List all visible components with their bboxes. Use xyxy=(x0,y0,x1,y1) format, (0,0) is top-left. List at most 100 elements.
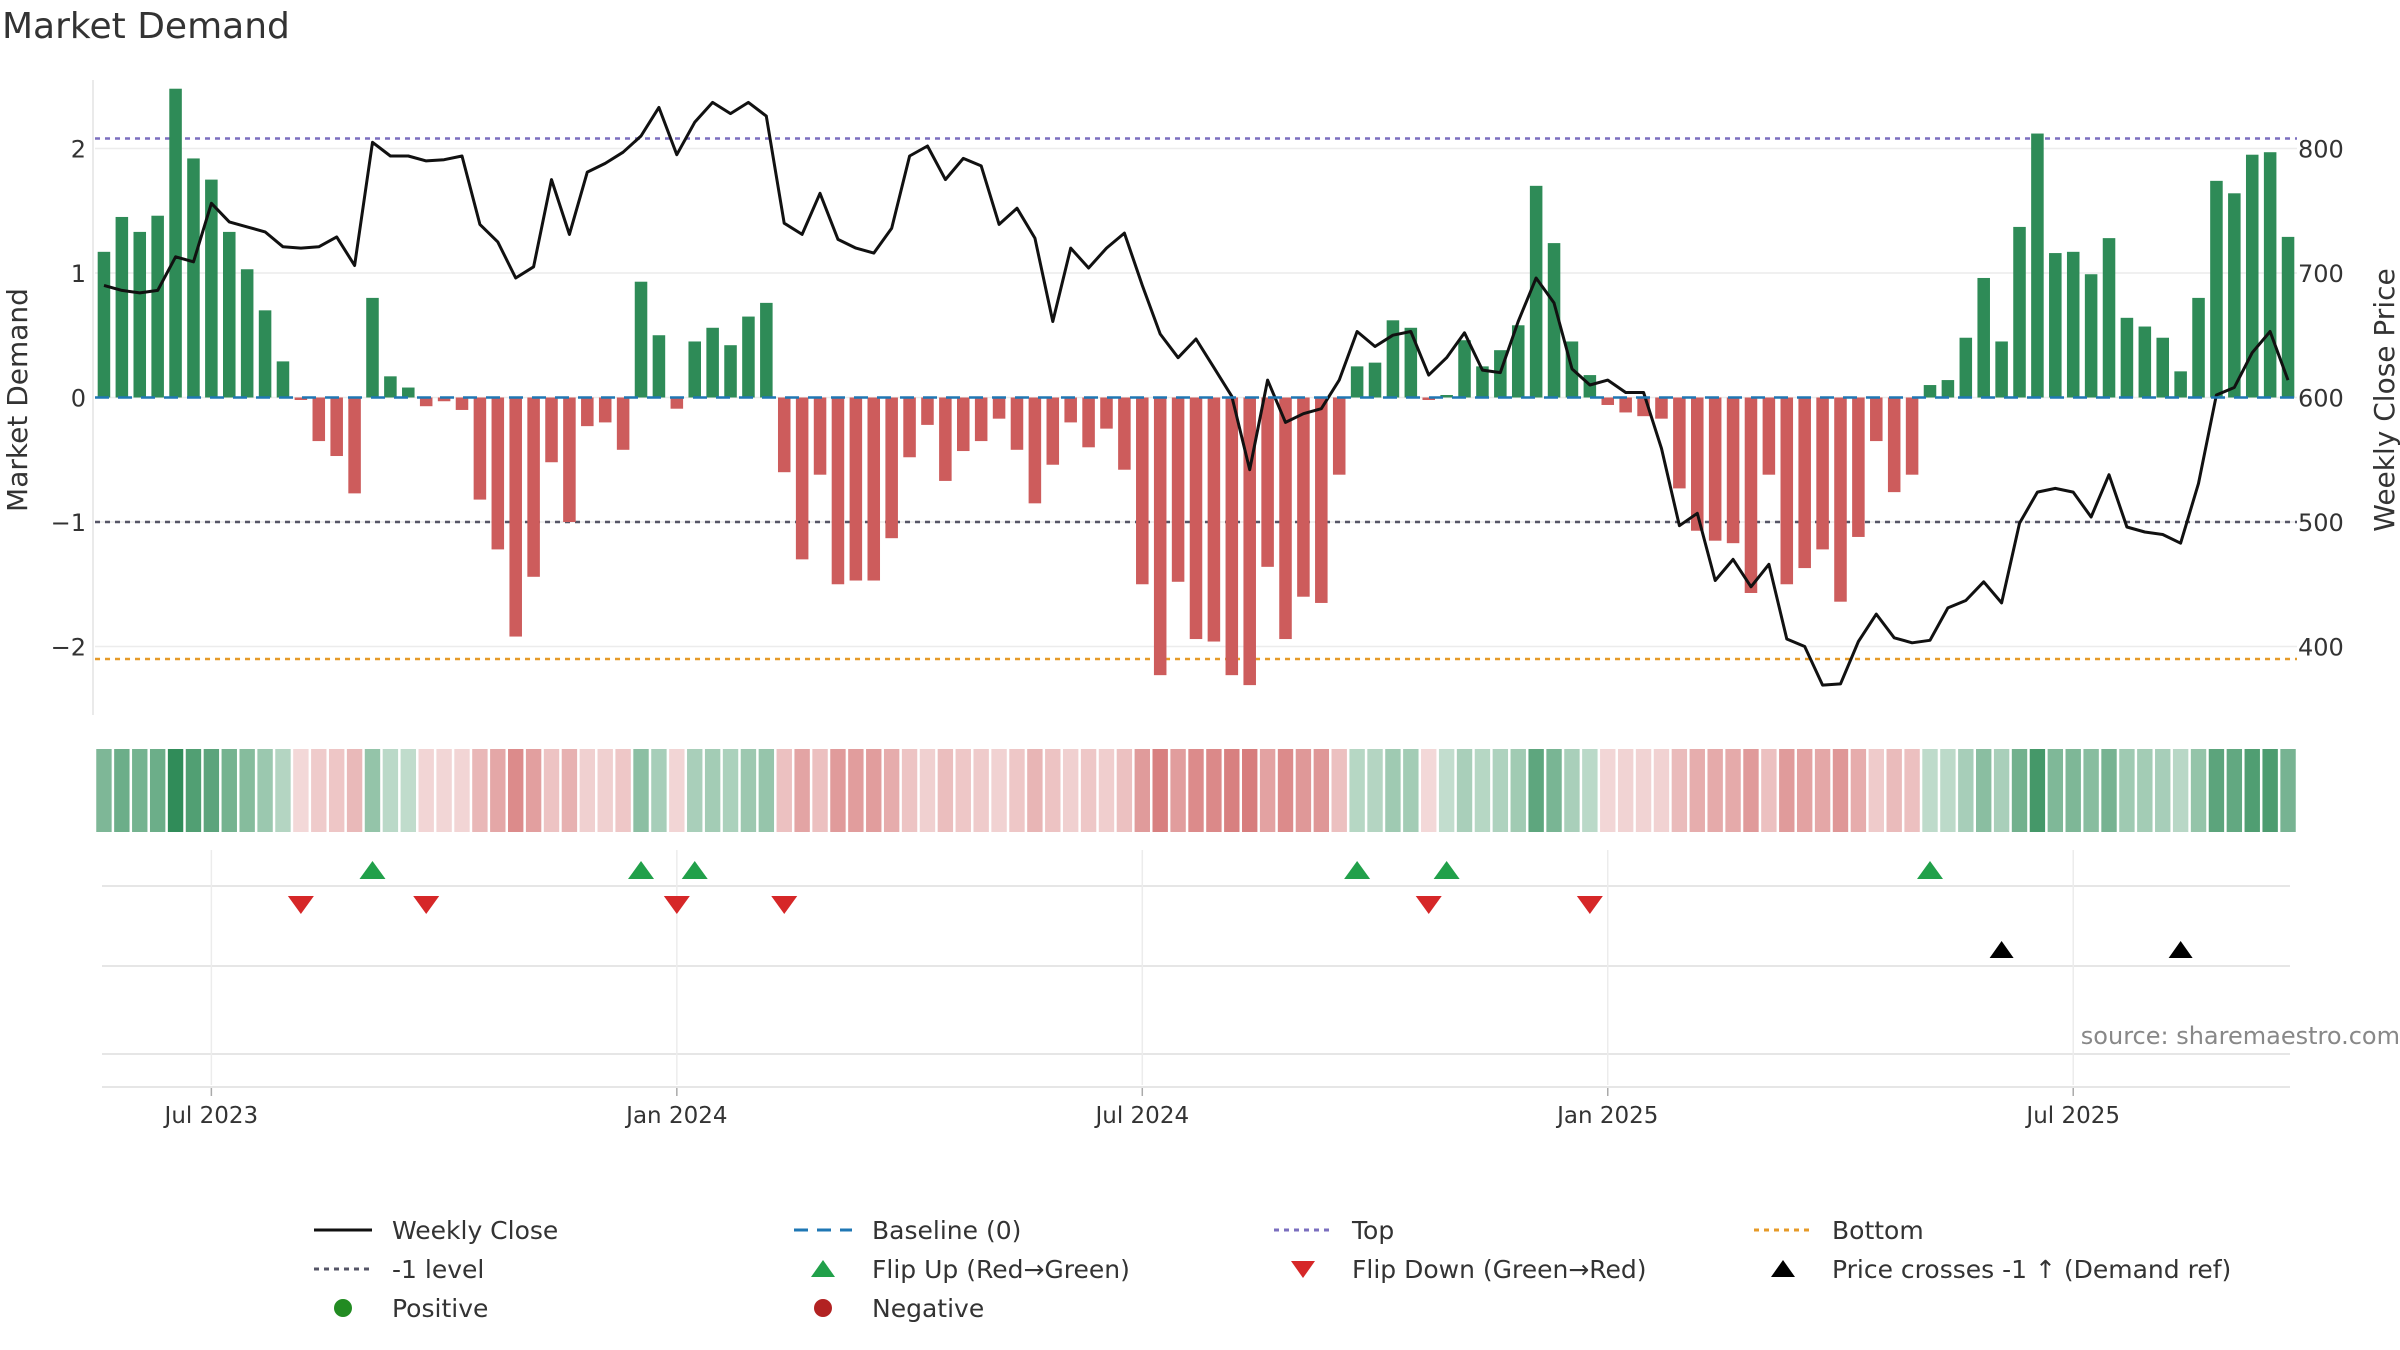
flip-down-marker xyxy=(771,896,798,914)
heat-cell xyxy=(633,749,649,832)
heat-cell xyxy=(722,749,739,832)
heat-cell xyxy=(2083,749,2099,832)
heat-cell xyxy=(1832,749,1849,832)
heat-cell xyxy=(561,749,578,832)
legend-label: Flip Down (Green→Red) xyxy=(1352,1254,1647,1284)
heat-cell xyxy=(436,749,452,832)
heat-cell xyxy=(597,749,613,832)
heat-cell xyxy=(2029,749,2046,832)
demand-bar xyxy=(1118,397,1131,470)
flip-down-marker xyxy=(663,896,690,914)
demand-bar xyxy=(1386,320,1400,398)
heat-cell xyxy=(1349,749,1365,832)
x-tick-label: Jul 2023 xyxy=(163,1103,259,1129)
heat-cell xyxy=(2190,749,2207,832)
dashed-line-icon xyxy=(794,1228,852,1232)
demand-bar xyxy=(1529,185,1543,398)
demand-bar xyxy=(402,387,415,398)
demand-bar xyxy=(616,397,630,450)
heat-cell xyxy=(508,749,524,832)
heat-cell xyxy=(1761,749,1777,832)
demand-bar xyxy=(1619,397,1632,413)
triangle-up-icon xyxy=(811,1260,835,1277)
demand-bar xyxy=(867,397,881,581)
legend-label: Bottom xyxy=(1832,1215,1924,1245)
legend-item-weekly-close: Weekly Close xyxy=(312,1212,558,1248)
demand-bar xyxy=(1977,277,1990,398)
heat-cell xyxy=(328,749,345,832)
demand-bar xyxy=(169,88,182,398)
heat-cell xyxy=(1689,749,1705,832)
legend: Weekly Close Baseline (0) Top Bottom -1 … xyxy=(300,1212,2300,1332)
demand-bar xyxy=(1100,397,1113,429)
right-tick-label: 500 xyxy=(2298,509,2344,537)
heat-cell xyxy=(1779,749,1795,832)
demand-bar xyxy=(1744,397,1758,593)
demand-bar xyxy=(2228,193,2241,398)
demand-bar xyxy=(1046,397,1060,465)
demand-bar xyxy=(2013,226,2026,398)
demand-bar xyxy=(1171,397,1185,582)
demand-bar xyxy=(634,281,648,398)
heat-cell xyxy=(1331,749,1347,832)
demand-bar xyxy=(795,397,809,560)
heat-cell xyxy=(1438,749,1455,832)
demand-bar xyxy=(1887,397,1901,493)
heat-cell xyxy=(973,749,989,832)
heat-cell xyxy=(1295,749,1312,832)
demand-bar xyxy=(312,397,326,442)
heat-cell xyxy=(1814,749,1831,832)
demand-bar xyxy=(1440,395,1453,398)
heat-cell xyxy=(1492,749,1509,832)
source-note: source: sharemaestro.com xyxy=(2080,1022,2400,1050)
heat-cell xyxy=(1403,749,1419,832)
heat-cell xyxy=(615,749,631,832)
demand-bar xyxy=(885,397,898,539)
demand-bar xyxy=(473,397,487,500)
heat-cell xyxy=(1206,749,1222,832)
heat-cell xyxy=(919,749,936,832)
legend-label: Positive xyxy=(392,1293,489,1323)
heat-cell xyxy=(1134,749,1150,832)
demand-bar xyxy=(509,397,522,637)
heat-cell xyxy=(687,749,703,832)
demand-bar xyxy=(849,397,863,581)
demand-bar xyxy=(1136,397,1149,585)
heat-cell xyxy=(2208,749,2225,832)
demand-bar xyxy=(115,216,129,398)
demand-bar xyxy=(957,397,970,452)
left-tick-label: −1 xyxy=(51,509,86,537)
demand-bar xyxy=(1207,397,1221,642)
heat-cell xyxy=(364,749,381,832)
heat-cell xyxy=(740,749,757,832)
heat-cell xyxy=(955,749,971,832)
demand-bar xyxy=(1762,397,1776,475)
heat-cell xyxy=(257,749,273,832)
left-axis-title: Market Demand xyxy=(1,288,34,512)
demand-bar xyxy=(1082,397,1095,448)
heat-cell xyxy=(2011,749,2028,832)
demand-bar xyxy=(974,397,988,442)
demand-bar xyxy=(455,397,469,410)
legend-item-positive: Positive xyxy=(312,1290,488,1326)
demand-bar xyxy=(1404,327,1418,398)
x-tick-label: Jan 2024 xyxy=(624,1103,727,1129)
flip-up-marker xyxy=(681,861,708,879)
axes: 2 1 0 −1 −2 800 700 600 500 400 Market Demand Weekl… xyxy=(1,135,2400,661)
heat-cell xyxy=(937,749,954,832)
demand-bar xyxy=(1852,397,1865,537)
legend-item-negative: Negative xyxy=(792,1290,984,1326)
heat-cell xyxy=(400,749,416,832)
demand-bars xyxy=(97,88,2295,686)
heat-cell xyxy=(1725,749,1741,832)
demand-bar xyxy=(2156,337,2169,398)
heat-cell xyxy=(311,749,327,832)
demand-bar xyxy=(1941,380,1955,398)
heat-cell xyxy=(1922,749,1938,832)
demand-bar xyxy=(1225,397,1239,676)
price-line-group xyxy=(103,100,2290,687)
heat-cell xyxy=(185,749,202,832)
circle-icon xyxy=(334,1299,352,1317)
demand-bar xyxy=(652,335,666,398)
